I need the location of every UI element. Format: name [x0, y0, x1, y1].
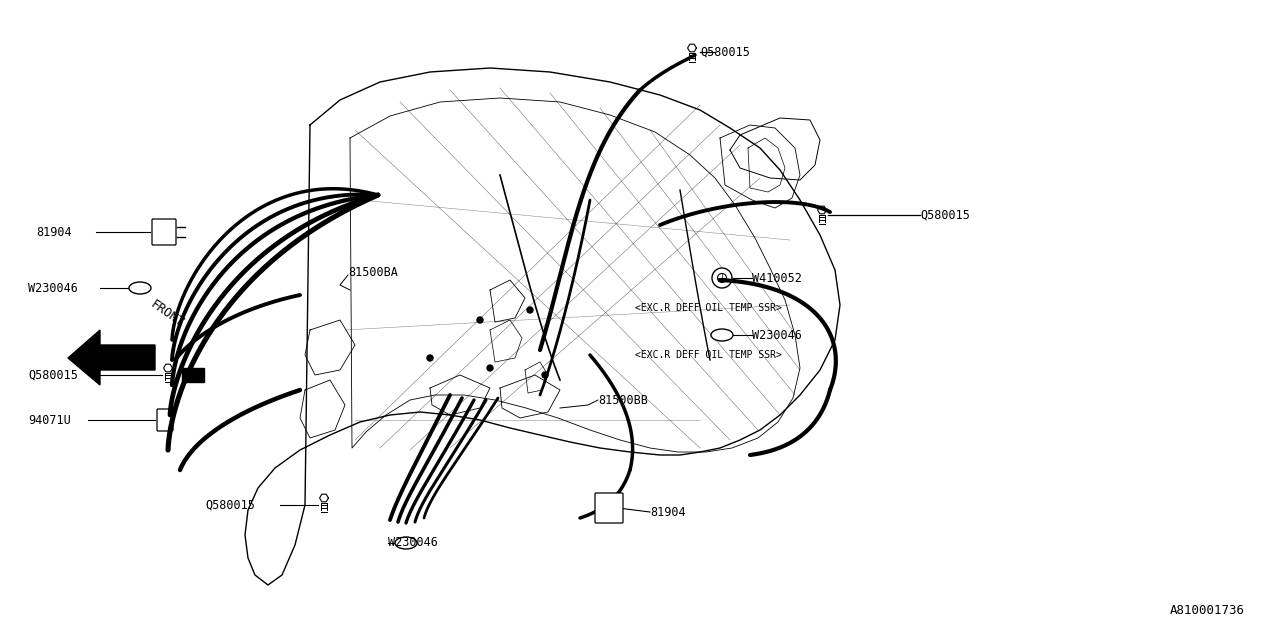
Text: <EXC.R DEFF OIL TEMP SSR>: <EXC.R DEFF OIL TEMP SSR>: [635, 303, 782, 313]
Text: A810001736: A810001736: [1170, 604, 1245, 616]
FancyBboxPatch shape: [152, 219, 177, 245]
Text: Q580015: Q580015: [205, 499, 255, 511]
Text: 81904: 81904: [36, 225, 72, 239]
Polygon shape: [68, 330, 155, 385]
Text: Q580015: Q580015: [700, 45, 750, 58]
Text: W230046: W230046: [753, 328, 801, 342]
Ellipse shape: [477, 317, 483, 323]
Ellipse shape: [486, 365, 493, 371]
Text: 81500BB: 81500BB: [598, 394, 648, 406]
Text: W230046: W230046: [28, 282, 78, 294]
Ellipse shape: [712, 268, 732, 288]
Text: 81904: 81904: [650, 506, 686, 518]
FancyBboxPatch shape: [157, 409, 173, 431]
Ellipse shape: [710, 329, 733, 341]
Text: 81500BA: 81500BA: [348, 266, 398, 278]
Text: Q580015: Q580015: [920, 209, 970, 221]
Bar: [182, 368, 204, 382]
Text: FRONT: FRONT: [148, 298, 186, 330]
Text: Q580015: Q580015: [28, 369, 78, 381]
Ellipse shape: [396, 537, 417, 549]
FancyBboxPatch shape: [595, 493, 623, 523]
Ellipse shape: [541, 372, 548, 378]
Text: 94071U: 94071U: [28, 413, 70, 426]
Text: W230046: W230046: [388, 536, 438, 550]
Ellipse shape: [129, 282, 151, 294]
Text: W410052: W410052: [753, 271, 801, 285]
Text: <EXC.R DEFF OIL TEMP SSR>: <EXC.R DEFF OIL TEMP SSR>: [635, 350, 782, 360]
Ellipse shape: [527, 307, 532, 313]
Ellipse shape: [718, 273, 727, 282]
Ellipse shape: [428, 355, 433, 361]
